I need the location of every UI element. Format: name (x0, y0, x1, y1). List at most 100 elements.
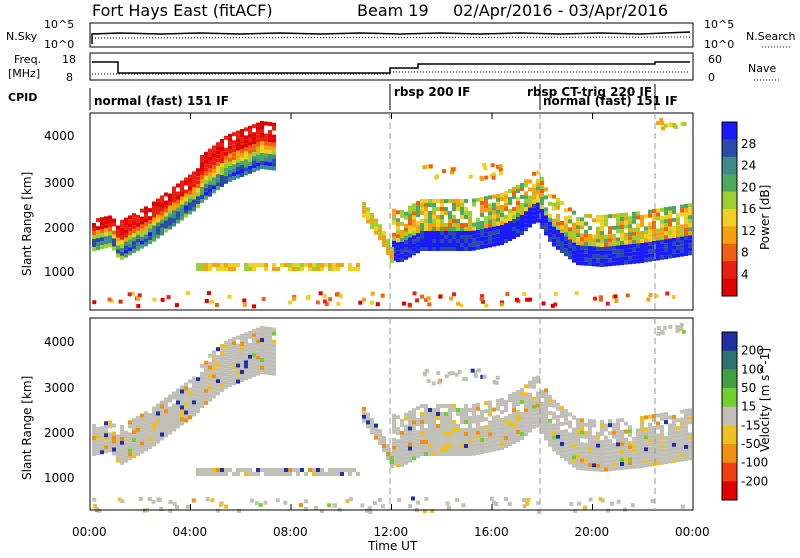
range-gate-cell (386, 239, 390, 243)
range-gate-cell (366, 215, 370, 220)
range-gate-cell (536, 403, 540, 408)
range-gate-cell (524, 211, 528, 216)
range-gate-cell (516, 209, 520, 213)
range-gate-cell (132, 217, 136, 222)
range-gate-cell (112, 230, 116, 235)
range-gate-cell (556, 201, 560, 206)
range-gate-cell (548, 398, 552, 403)
range-gate-cell (640, 440, 644, 444)
range-gate-cell (228, 165, 232, 170)
range-gate-cell (460, 436, 464, 440)
range-gate-cell (540, 185, 544, 189)
range-gate-cell (492, 431, 496, 436)
range-gate-cell (252, 267, 256, 271)
range-gate-cell (544, 392, 548, 397)
range-gate-cell (244, 348, 248, 353)
range-gate-cell (496, 217, 500, 222)
range-gate-cell (636, 444, 640, 449)
velocity-cbar-swatch (722, 444, 737, 464)
range-gate-cell (552, 423, 556, 428)
range-gate-cell (564, 457, 568, 462)
range-gate-cell (248, 370, 252, 375)
range-gate-cell (512, 235, 516, 239)
range-gate-cell (240, 145, 244, 149)
range-gate-cell (488, 231, 492, 236)
range-gate-cell (451, 167, 456, 172)
range-gate-cell (416, 201, 420, 206)
range-gate-cell (564, 445, 568, 450)
range-gate-cell (464, 440, 468, 444)
range-gate-cell (616, 237, 620, 242)
range-gate-cell (648, 209, 652, 214)
range-gate-cell (168, 205, 172, 210)
range-gate-cell (374, 423, 378, 428)
range-gate-cell (548, 201, 552, 206)
range-gate-cell (480, 241, 484, 245)
range-gate-cell (408, 221, 412, 226)
range-gate-cell (524, 420, 528, 425)
range-gate-cell (386, 444, 390, 448)
range-gate-cell (508, 418, 512, 422)
range-gate-cell (444, 452, 448, 456)
range-gate-cell (236, 359, 240, 364)
range-gate-cell (684, 412, 688, 417)
range-gate-cell (688, 243, 692, 248)
range-gate-cell (212, 358, 216, 363)
range-gate-cell (392, 425, 396, 430)
range-gate-cell (188, 182, 192, 187)
range-gate-cell (252, 361, 256, 366)
range-gate-cell (248, 125, 252, 130)
range-gate-cell (672, 422, 676, 427)
range-gate-cell (480, 434, 484, 438)
power-cbar-tick: 12 (741, 224, 756, 238)
range-gate-cell (568, 239, 572, 244)
range-gate-cell (252, 164, 256, 169)
range-gate-cell (362, 414, 366, 419)
range-gate-cell (224, 135, 228, 140)
range-gate-cell (120, 432, 124, 437)
range-gate-cell (540, 225, 544, 229)
range-gate-cell (608, 447, 612, 452)
x-tick-label: 16:00 (474, 525, 509, 539)
range-gate-cell (176, 191, 180, 196)
range-gate-cell (572, 455, 576, 460)
range-gate-cell (680, 240, 684, 245)
range-gate-cell (216, 146, 220, 151)
range-gate-cell (315, 300, 320, 305)
range-gate-cell (176, 396, 180, 401)
range-gate-cell (148, 220, 152, 225)
range-gate-cell (494, 380, 499, 385)
range-gate-cell (172, 395, 176, 400)
range-gate-cell (124, 458, 128, 463)
range-gate-cell (172, 222, 176, 227)
range-gate-cell (592, 254, 596, 259)
range-gate-cell (688, 207, 692, 212)
range-gate-cell (256, 263, 260, 267)
range-gate-cell (448, 219, 452, 223)
range-gate-cell (444, 420, 448, 424)
power-cbar-swatch (722, 122, 737, 140)
range-gate-cell (140, 208, 144, 213)
range-gate-cell (252, 144, 256, 149)
range-gate-cell (128, 215, 132, 220)
range-gate-cell (168, 193, 172, 198)
range-gate-cell (390, 259, 394, 263)
range-gate-cell (468, 239, 472, 243)
range-gate-cell (448, 247, 452, 251)
range-gate-cell (460, 416, 464, 420)
range-gate-cell (172, 501, 177, 506)
range-gate-cell (200, 472, 204, 476)
range-gate-cell (200, 199, 204, 203)
range-gate-cell (216, 263, 220, 267)
range-gate-cell (630, 503, 635, 508)
range-gate-cell (319, 509, 324, 514)
range-gate-cell (128, 235, 132, 240)
range-gate-cell (600, 464, 604, 468)
range-gate-cell (625, 293, 630, 298)
range-gate-cell (136, 304, 141, 309)
range-gate-cell (148, 433, 152, 438)
range-gate-cell (228, 362, 232, 367)
range-gate-cell (496, 442, 500, 447)
range-gate-cell (584, 446, 588, 451)
range-gate-cell (256, 468, 260, 472)
